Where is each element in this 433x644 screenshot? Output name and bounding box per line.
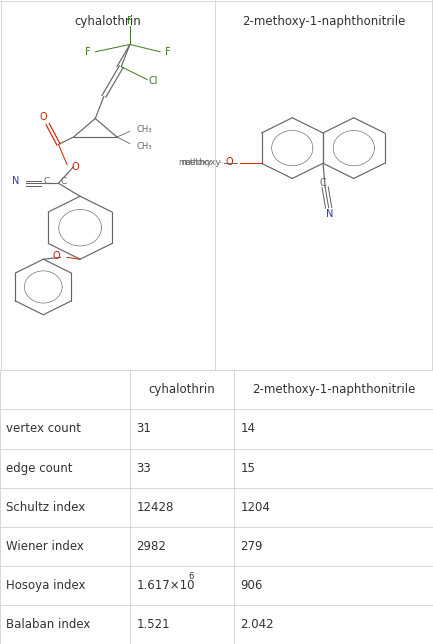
Text: 1204: 1204 bbox=[240, 500, 270, 514]
Text: 2.042: 2.042 bbox=[240, 618, 274, 631]
Text: 6: 6 bbox=[188, 573, 194, 582]
Text: cyhalothrin: cyhalothrin bbox=[149, 383, 215, 396]
Text: F: F bbox=[85, 47, 90, 57]
Text: C: C bbox=[61, 177, 67, 186]
Text: 2-methoxy-1-naphthonitrile: 2-methoxy-1-naphthonitrile bbox=[242, 15, 406, 28]
Text: F: F bbox=[127, 16, 132, 26]
Text: N: N bbox=[12, 176, 19, 187]
Text: O: O bbox=[39, 113, 47, 122]
Text: O: O bbox=[71, 162, 79, 172]
Text: vertex count: vertex count bbox=[6, 422, 81, 435]
Text: 906: 906 bbox=[240, 579, 263, 592]
Text: Cl: Cl bbox=[149, 77, 158, 86]
Text: methoxy: methoxy bbox=[220, 162, 226, 163]
Text: C: C bbox=[43, 177, 49, 186]
Text: O: O bbox=[226, 157, 233, 167]
Text: F: F bbox=[165, 47, 171, 57]
Text: Balaban index: Balaban index bbox=[6, 618, 91, 631]
Text: 1.521: 1.521 bbox=[136, 618, 170, 631]
Text: O: O bbox=[53, 251, 61, 261]
Text: 14: 14 bbox=[240, 422, 255, 435]
Text: CH₃: CH₃ bbox=[136, 142, 152, 151]
Text: CH₃: CH₃ bbox=[136, 125, 152, 134]
Text: 12428: 12428 bbox=[136, 500, 174, 514]
Text: N: N bbox=[326, 209, 333, 220]
Text: Schultz index: Schultz index bbox=[6, 500, 86, 514]
Text: Wiener index: Wiener index bbox=[6, 540, 84, 553]
Text: methoxy: methoxy bbox=[181, 158, 221, 167]
Text: 279: 279 bbox=[240, 540, 263, 553]
Text: Hosoya index: Hosoya index bbox=[6, 579, 86, 592]
Text: edge count: edge count bbox=[6, 462, 73, 475]
Text: 2-methoxy-1-naphthonitrile: 2-methoxy-1-naphthonitrile bbox=[252, 383, 415, 396]
Text: 15: 15 bbox=[240, 462, 255, 475]
Text: methoxy: methoxy bbox=[178, 158, 212, 167]
Text: 2982: 2982 bbox=[136, 540, 166, 553]
Text: 31: 31 bbox=[136, 422, 151, 435]
Text: 1.617×10: 1.617×10 bbox=[136, 579, 195, 592]
Text: C: C bbox=[320, 178, 326, 188]
Text: 33: 33 bbox=[136, 462, 151, 475]
Text: cyhalothrin: cyhalothrin bbox=[74, 15, 141, 28]
